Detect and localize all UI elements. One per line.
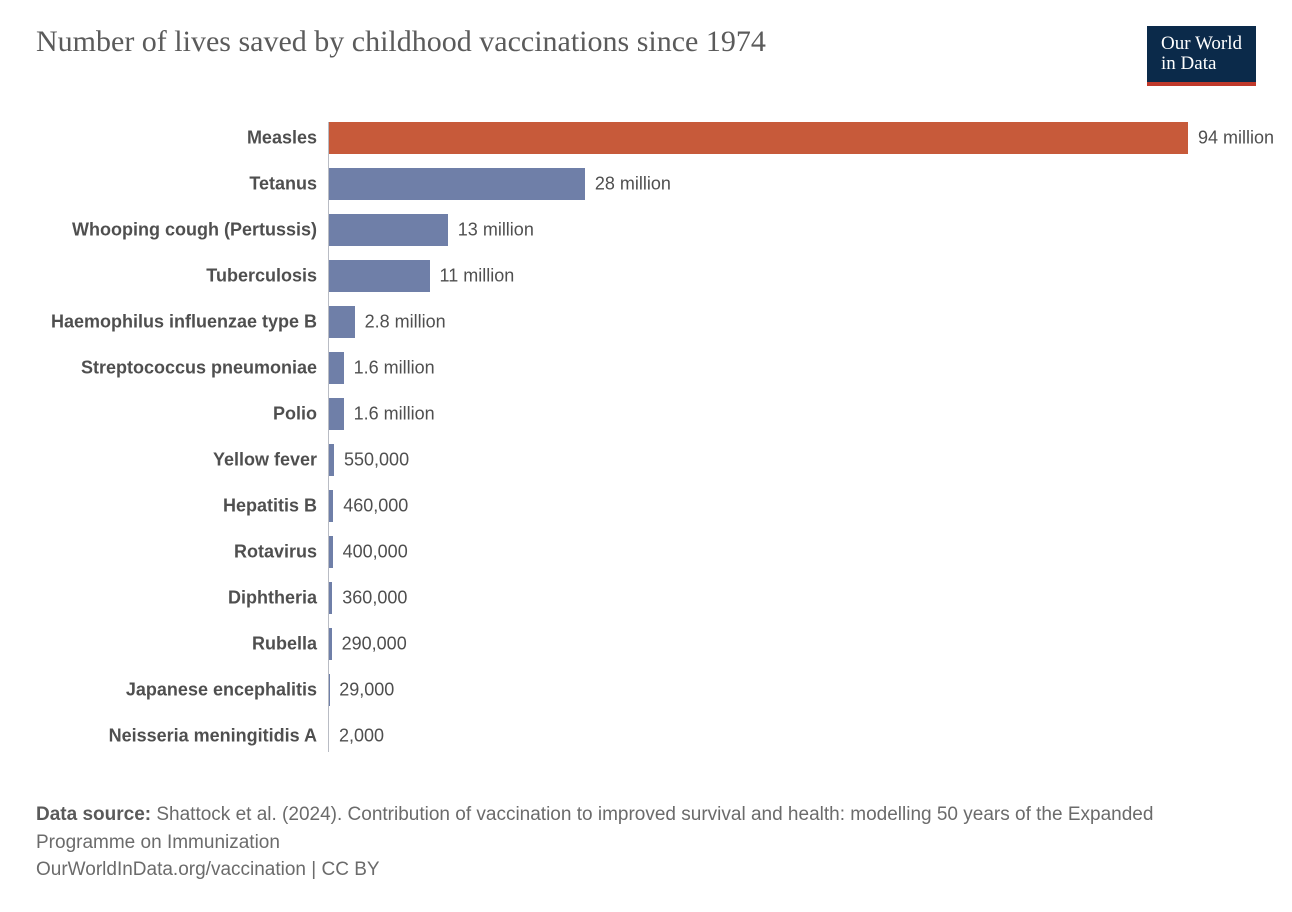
- bar-row: Tuberculosis11 million: [329, 260, 1188, 292]
- value-label: 290,000: [342, 633, 407, 654]
- value-label: 2.8 million: [365, 311, 446, 332]
- data-source-label: Data source:: [36, 804, 156, 825]
- bar: [329, 536, 333, 568]
- value-label: 2,000: [339, 725, 384, 746]
- attribution-line: OurWorldInData.org/vaccination | CC BY: [36, 856, 1256, 884]
- footer: Data source: Shattock et al. (2024). Con…: [36, 801, 1256, 884]
- value-label: 13 million: [458, 219, 534, 240]
- bar-row: Polio1.6 million: [329, 398, 1188, 430]
- value-label: 1.6 million: [354, 403, 435, 424]
- logo-line-1: Our World: [1161, 34, 1242, 54]
- bar: [329, 260, 430, 292]
- value-label: 29,000: [339, 679, 394, 700]
- value-label: 550,000: [344, 449, 409, 470]
- category-label: Yellow fever: [213, 449, 329, 470]
- bar: [329, 582, 332, 614]
- value-label: 28 million: [595, 173, 671, 194]
- value-label: 94 million: [1198, 127, 1274, 148]
- value-label: 460,000: [343, 495, 408, 516]
- category-label: Tetanus: [249, 173, 329, 194]
- header: Number of lives saved by childhood vacci…: [36, 24, 1256, 86]
- bar-row: Hepatitis B460,000: [329, 490, 1188, 522]
- bar-row: Measles94 million: [329, 122, 1188, 154]
- category-label: Neisseria meningitidis A: [109, 725, 329, 746]
- bar-row: Neisseria meningitidis A2,000: [329, 720, 1188, 752]
- category-label: Diphtheria: [228, 587, 329, 608]
- category-label: Polio: [273, 403, 329, 424]
- bar: [329, 490, 333, 522]
- data-source-text: Shattock et al. (2024). Contribution of …: [36, 804, 1153, 853]
- bar: [329, 306, 355, 338]
- owid-logo: Our World in Data: [1147, 26, 1256, 86]
- logo-line-2: in Data: [1161, 54, 1242, 74]
- bar: [329, 122, 1188, 154]
- category-label: Japanese encephalitis: [126, 679, 329, 700]
- bar: [329, 398, 344, 430]
- bar-chart: Measles94 million Tetanus28 million Whoopi…: [328, 122, 1188, 752]
- bar-row: Diphtheria360,000: [329, 582, 1188, 614]
- category-label: Measles: [247, 127, 329, 148]
- bar: [329, 214, 448, 246]
- value-label: 11 million: [440, 265, 515, 286]
- bar-row: Tetanus28 million: [329, 168, 1188, 200]
- category-label: Hepatitis B: [223, 495, 329, 516]
- category-label: Whooping cough (Pertussis): [72, 219, 329, 240]
- value-label: 1.6 million: [354, 357, 435, 378]
- bar-row: Whooping cough (Pertussis)13 million: [329, 214, 1188, 246]
- bar: [329, 168, 585, 200]
- category-label: Rotavirus: [234, 541, 329, 562]
- bar: [329, 628, 332, 660]
- bar-row: Haemophilus influenzae type B2.8 million: [329, 306, 1188, 338]
- bar: [329, 444, 334, 476]
- bar: [329, 352, 344, 384]
- data-source-line: Data source: Shattock et al. (2024). Con…: [36, 801, 1256, 856]
- bar-row: Japanese encephalitis29,000: [329, 674, 1188, 706]
- category-label: Haemophilus influenzae type B: [51, 311, 329, 332]
- bar-row: Yellow fever550,000: [329, 444, 1188, 476]
- bar-row: Rubella290,000: [329, 628, 1188, 660]
- chart-title: Number of lives saved by childhood vacci…: [36, 24, 766, 60]
- category-label: Streptococcus pneumoniae: [81, 357, 329, 378]
- bar-row: Rotavirus400,000: [329, 536, 1188, 568]
- value-label: 360,000: [342, 587, 407, 608]
- value-label: 400,000: [343, 541, 408, 562]
- category-label: Rubella: [252, 633, 329, 654]
- category-label: Tuberculosis: [206, 265, 329, 286]
- bar-row: Streptococcus pneumoniae1.6 million: [329, 352, 1188, 384]
